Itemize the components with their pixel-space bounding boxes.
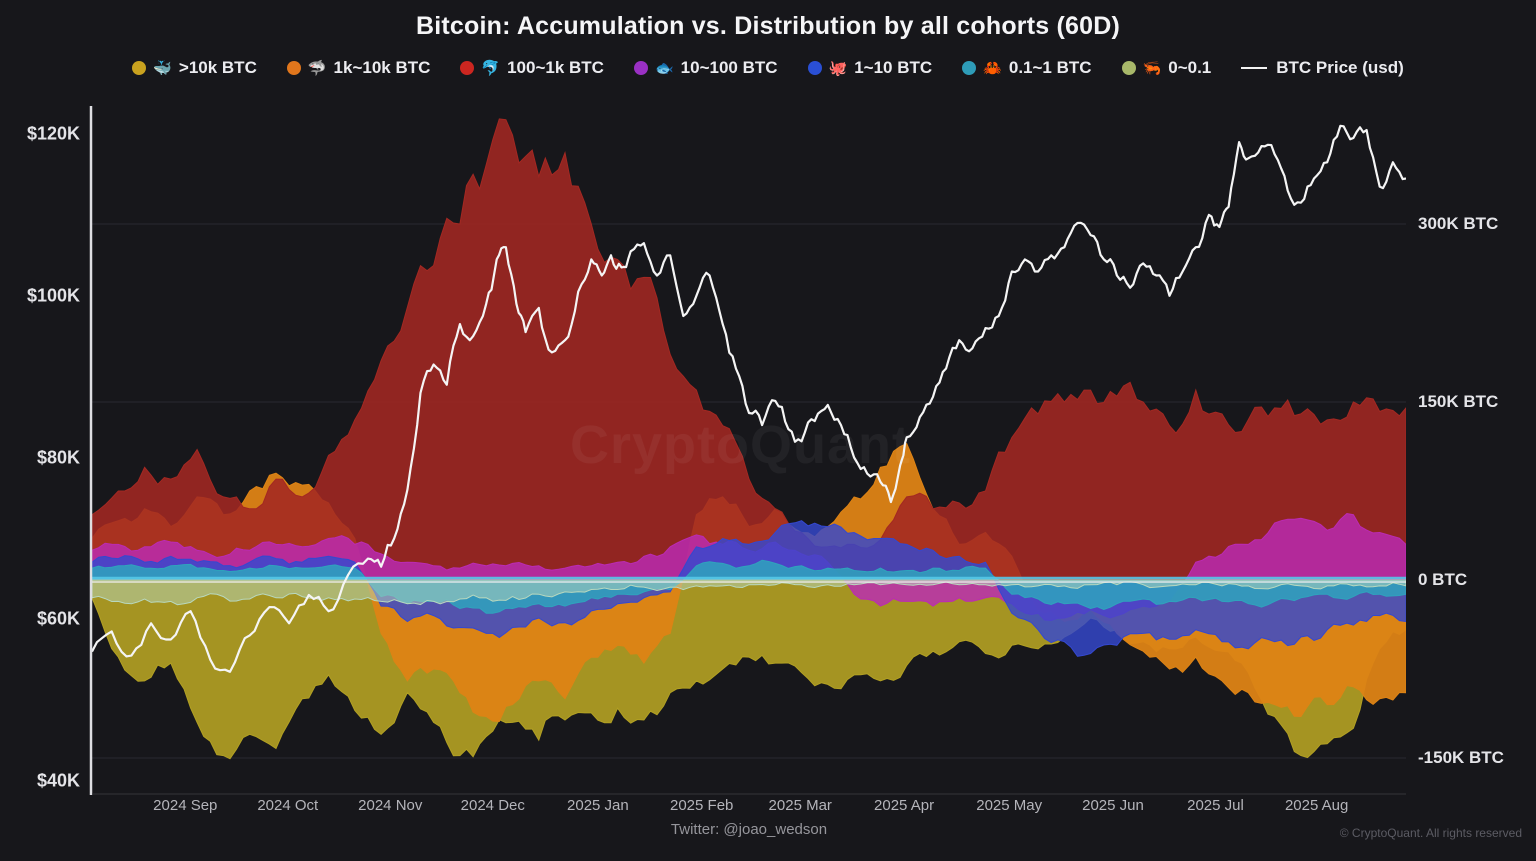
x-axis-tick-2024-dec: 2024 Dec [460, 797, 525, 814]
whale-icon: 🐳 [153, 59, 172, 77]
x-axis-tick-2025-mar: 2025 Mar [768, 797, 832, 814]
x-axis-tick-2024-nov: 2024 Nov [358, 797, 423, 814]
y-axis-right-tick-150k-btc: 150K BTC [1418, 392, 1499, 411]
legend-dot-0-0-1 [1121, 61, 1136, 75]
y-axis-right-tick-300k-btc: 300K BTC [1418, 214, 1499, 233]
legend-dot-10k-btc [132, 61, 147, 75]
legend-label-10k-btc: >10k BTC [178, 58, 257, 77]
x-axis-tick-2025-aug: 2025 Aug [1284, 797, 1349, 814]
shark-icon: 🦈 [307, 59, 327, 77]
legend-label-0-1-1-btc: 0.1~1 BTC [1008, 58, 1092, 77]
twitter-credit: Twitter: @joao_wedson [670, 821, 828, 838]
y-axis-right-tick-0-btc: 0 BTC [1418, 570, 1468, 589]
legend-label-10-100-btc: 10~100 BTC [680, 58, 778, 77]
y-axis-right-tick-150k-btc: -150K BTC [1418, 748, 1504, 767]
area-100-1k-btc-series [92, 118, 1406, 581]
legend-item-100-1k-btc[interactable]: 🐬 100~1k BTC [460, 58, 604, 78]
legend-label-1-10-btc: 1~10 BTC [854, 58, 933, 77]
y-axis-left-tick-120k: $120K [26, 123, 80, 144]
legend-dot-1-10-btc [807, 61, 822, 75]
legend-label-0-0-1: 0~0.1 [1168, 58, 1212, 77]
x-axis-tick-2025-jan: 2025 Jan [567, 797, 629, 814]
legend-item-0-0-1[interactable]: 🦐 0~0.1 [1121, 58, 1212, 78]
copyright-text: © CryptoQuant. All rights reserved [1339, 826, 1522, 840]
legend-dot-10-100-btc [633, 61, 648, 75]
crab-icon: 🦀 [983, 59, 1002, 77]
legend-item-10k-btc[interactable]: 🐳 >10k BTC [132, 58, 257, 78]
y-axis-left-tick-100k: $100K [26, 285, 80, 306]
x-axis-tick-2024-sep: 2024 Sep [153, 797, 218, 814]
legend-dot-100-1k-btc [460, 61, 475, 75]
y-axis-left-tick-40k: $40K [36, 770, 80, 791]
page-title: Bitcoin: Accumulation vs. Distribution b… [416, 12, 1120, 40]
dolphin-icon: 🐬 [481, 59, 501, 77]
legend-dot-0-1-1-btc [962, 61, 977, 75]
area-1-10-btc-series [92, 520, 1406, 657]
x-axis-tick-2025-jun: 2025 Jun [1082, 797, 1144, 814]
x-axis-tick-2025-jul: 2025 Jul [1187, 797, 1244, 814]
legend-label-100-1k-btc: 100~1k BTC [507, 58, 604, 77]
y-axis-left-tick-60k: $60K [36, 608, 80, 629]
legend-item-10-100-btc[interactable]: 🐟 10~100 BTC [633, 58, 778, 78]
legend-label-1k-10k-btc: 1k~10k BTC [333, 58, 431, 77]
price-line-icon [1241, 67, 1268, 69]
legend-label-btc-price: BTC Price (usd) [1276, 58, 1404, 77]
legend-item-btc-price[interactable]: BTC Price (usd) [1241, 58, 1404, 78]
legend-item-1-10-btc[interactable]: 🐙 1~10 BTC [807, 58, 933, 78]
btc-price-line [92, 124, 1406, 673]
legend-dot-1k-10k-btc [286, 61, 301, 75]
legend-item-0-1-1-btc[interactable]: 🦀 0.1~1 BTC [962, 58, 1092, 78]
x-axis-tick-2025-feb: 2025 Feb [669, 797, 734, 814]
x-axis-tick-2025-may: 2025 May [976, 797, 1043, 814]
shrimp-icon: 🦐 [1142, 59, 1162, 77]
legend-item-1k-10k-btc[interactable]: 🦈 1k~10k BTC [286, 58, 431, 78]
chart-legend: 🐳 >10k BTC 🦈 1k~10k BTC 🐬 100~1k BTC 🐟 10~100 B… [0, 58, 1536, 78]
octopus-icon: 🐙 [828, 59, 848, 77]
x-axis-tick-2025-apr: 2025 Apr [874, 797, 935, 814]
fish-icon: 🐟 [654, 59, 674, 77]
x-axis-tick-2024-oct: 2024 Oct [257, 797, 319, 814]
y-axis-left-tick-80k: $80K [36, 447, 80, 467]
